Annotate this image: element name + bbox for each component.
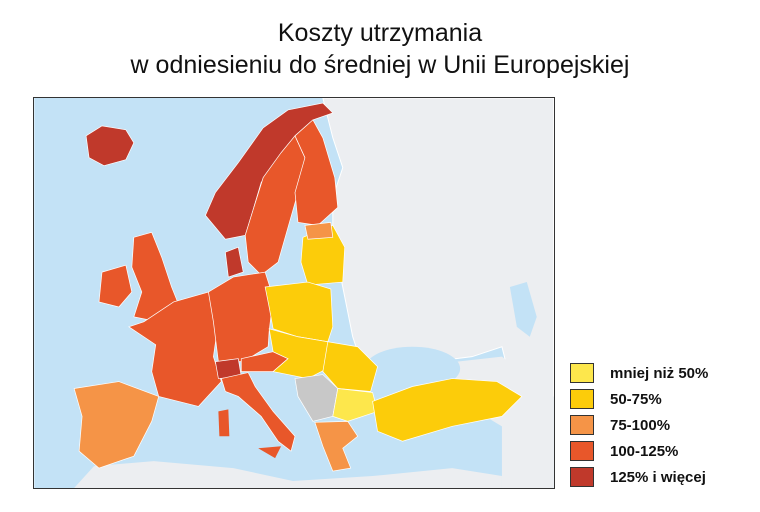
map-title-line2: w odniesieniu do średniej w Unii Europej… (130, 51, 630, 79)
map-title-line1: Koszty utrzymania (277, 19, 483, 47)
turkey (372, 378, 523, 442)
legend-label: 100-125% (610, 442, 679, 460)
estonia (304, 221, 334, 240)
legend-swatch (570, 363, 594, 383)
legend-swatch (570, 389, 594, 409)
caspian-sea (509, 282, 537, 337)
legend-item: 100-125% (570, 438, 708, 464)
france (128, 291, 222, 407)
legend-item: mniej niż 50% (570, 360, 708, 386)
benelux-germany (208, 271, 274, 362)
legend-swatch (570, 441, 594, 461)
iberia (73, 381, 160, 469)
ireland (98, 264, 133, 308)
bulgaria (332, 388, 378, 422)
legend-label: 50-75% (610, 390, 662, 408)
iceland (85, 125, 135, 167)
legend-swatch (570, 467, 594, 487)
sicily (258, 446, 282, 459)
baltics (300, 224, 346, 286)
greece (314, 420, 359, 472)
legend-swatch (570, 415, 594, 435)
denmark (224, 246, 244, 278)
africa-land (74, 461, 502, 488)
sardinia (218, 409, 230, 437)
legend-label: 75-100% (610, 416, 671, 434)
italy (220, 372, 296, 452)
legend-label: mniej niż 50% (610, 364, 709, 382)
legend-item: 50-75% (570, 386, 708, 412)
romania (322, 341, 378, 392)
finland (294, 119, 339, 226)
legend-label: 125% i więcej (610, 468, 706, 486)
europe-map (33, 97, 555, 489)
black-sea (364, 346, 461, 391)
legend: mniej niż 50% 50-75% 75-100% 100-125% 12… (570, 360, 708, 490)
legend-item: 125% i więcej (570, 464, 708, 490)
legend-item: 75-100% (570, 412, 708, 438)
